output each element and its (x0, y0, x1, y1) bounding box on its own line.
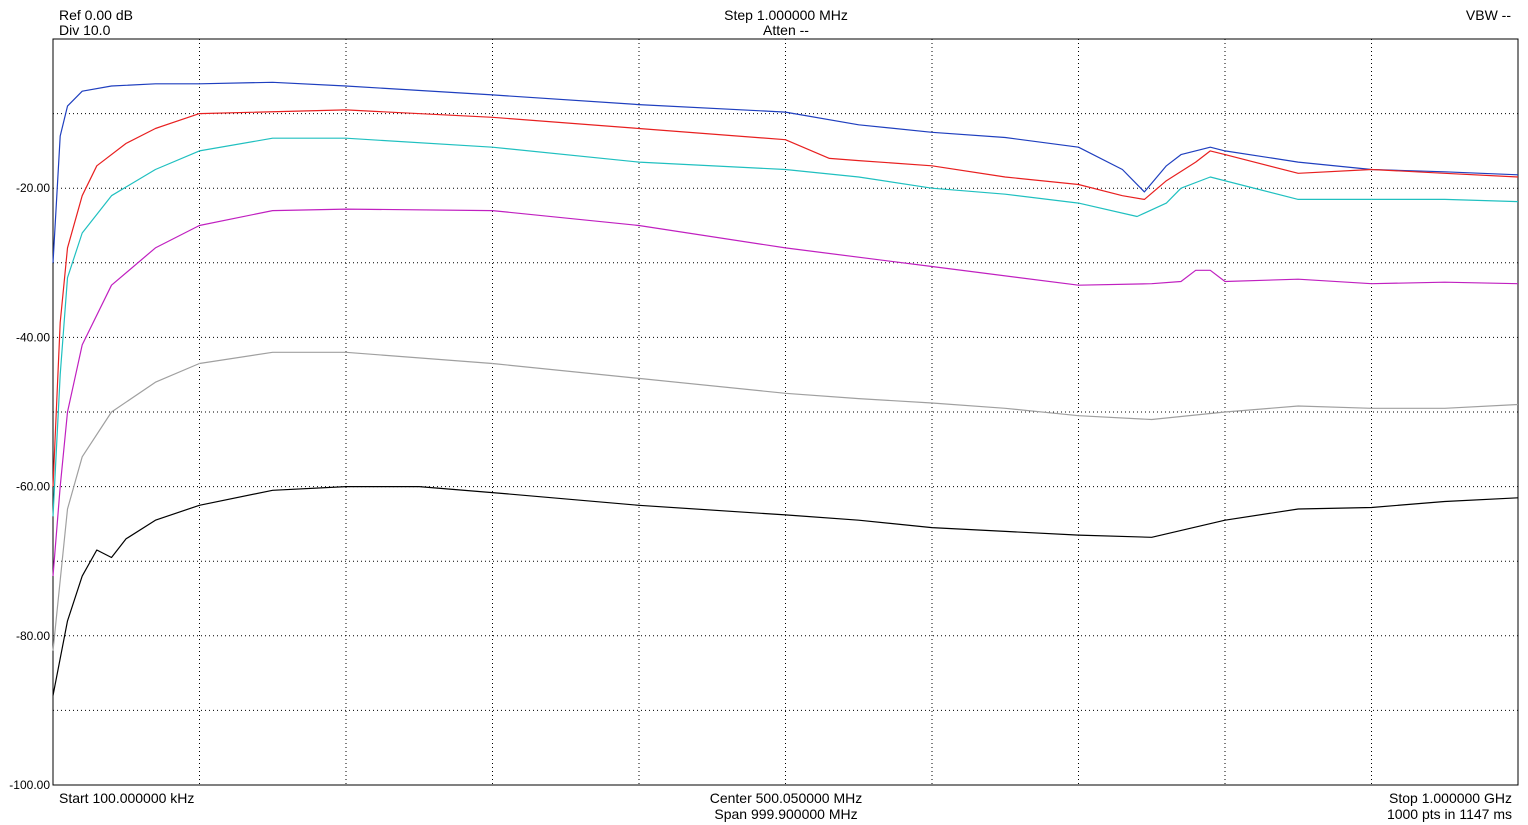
trace-line-2 (52, 109, 1519, 487)
start-frequency: Start 100.000000 kHz (59, 790, 195, 806)
attenuation: Atten -- (763, 22, 809, 38)
y-tick-label: -100.00 (9, 778, 50, 792)
y-tick-label: -20.00 (16, 181, 50, 195)
vbw: VBW -- (1465, 7, 1511, 23)
step-size: Step 1.000000 MHz (724, 7, 848, 23)
span: Span 999.900000 MHz (714, 806, 858, 822)
traces (52, 81, 1519, 696)
y-tick-label: -40.00 (16, 330, 50, 344)
y-axis-ticks: -20.00 -40.00 -60.00 -80.00 -100.00 (9, 181, 50, 792)
trace-line-6 (52, 486, 1519, 696)
div-scale: Div 10.0 (59, 22, 111, 38)
grid (53, 39, 1518, 785)
trace-line-4 (52, 208, 1519, 577)
trace-line-5 (52, 351, 1519, 651)
trace-line-1 (52, 81, 1519, 263)
center-frequency: Center 500.050000 MHz (709, 790, 863, 806)
trace-line-3 (52, 137, 1519, 517)
stop-frequency: Stop 1.000000 GHz (1389, 790, 1512, 806)
y-tick-label: -60.00 (16, 480, 50, 494)
ref-level: Ref 0.00 dB (59, 7, 133, 23)
sweep-info: 1000 pts in 1147 ms (1386, 806, 1512, 822)
y-tick-label: -80.00 (16, 629, 50, 643)
